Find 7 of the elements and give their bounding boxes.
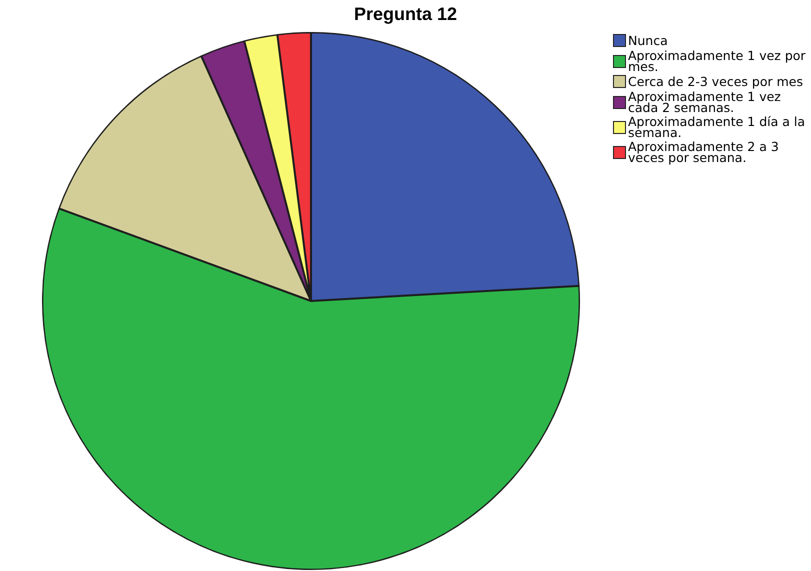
legend-label: Nunca [628,33,668,48]
legend-label: Aproximadamente 1 vez por mes. [628,48,807,74]
chart-title: Pregunta 12 [352,4,458,25]
legend-label: Aproximadamente 1 día a la semana. [628,114,806,140]
legend-label: Aproximadamente 1 vez cada 2 semanas. [628,89,782,115]
legend-label: Cerca de 2-3 veces por mes [628,74,803,89]
legend-label: Aproximadamente 2 a 3 veces por semana. [628,139,780,165]
